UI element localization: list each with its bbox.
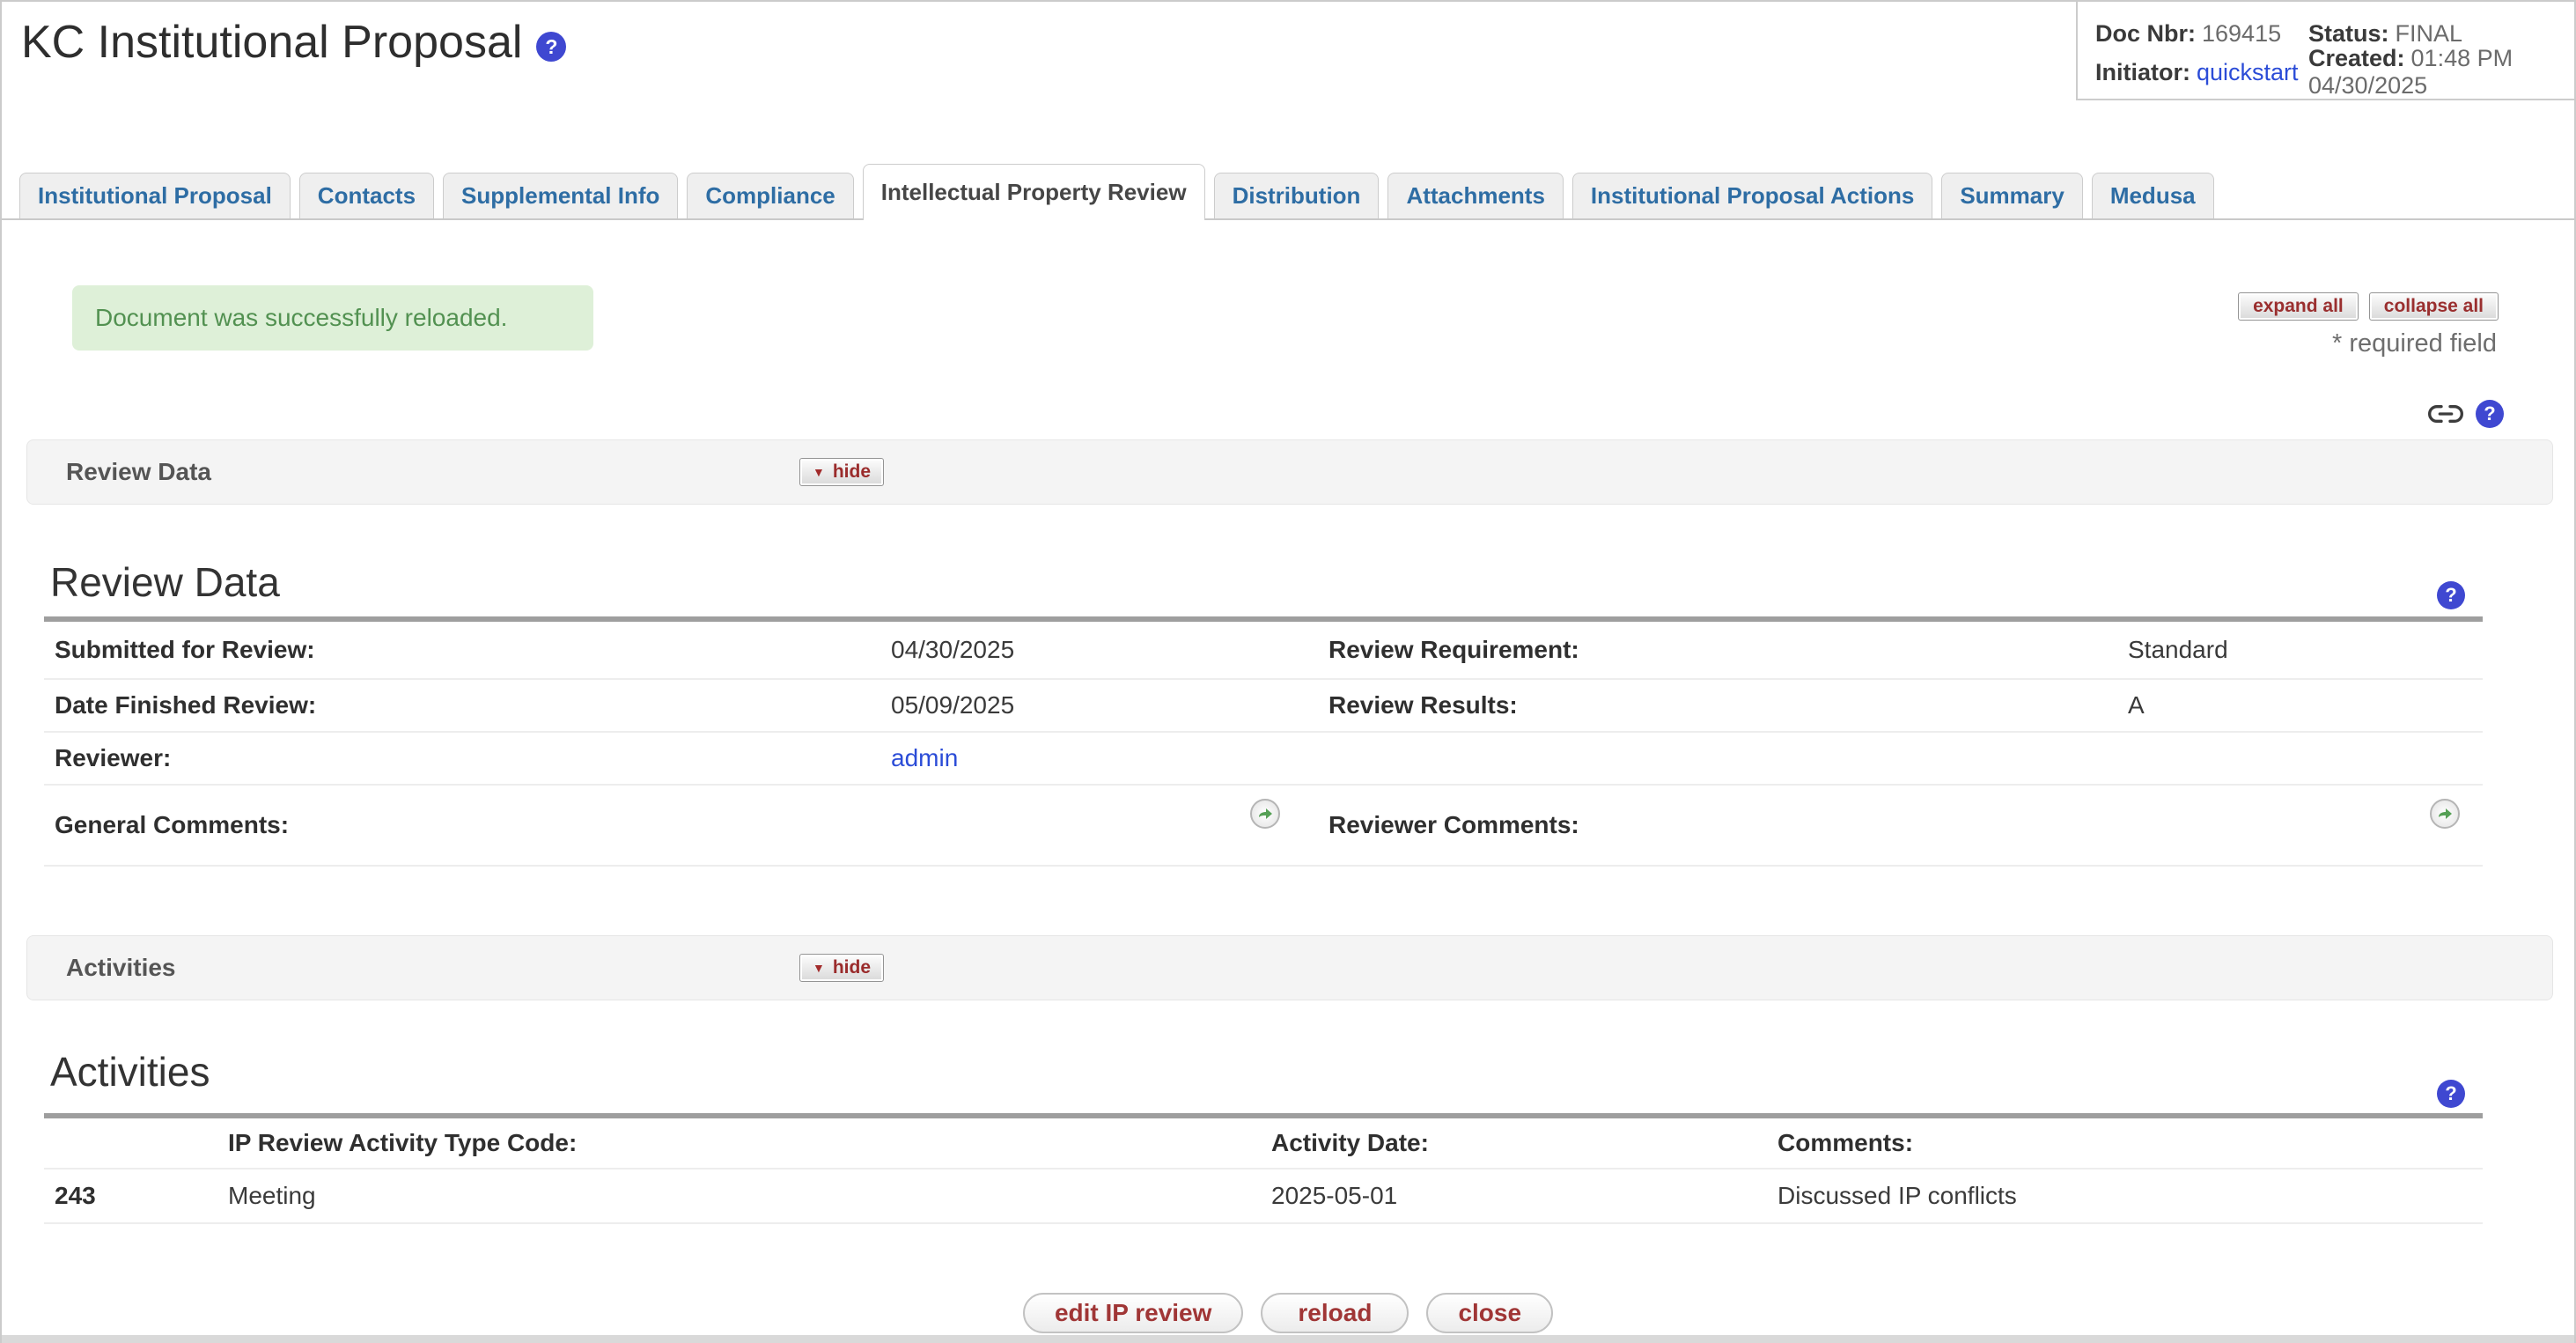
page-title-text: KC Institutional Proposal — [21, 17, 523, 68]
tab-attachments[interactable]: Attachments — [1387, 173, 1564, 218]
expand-all-button[interactable]: expand all — [2238, 292, 2359, 321]
date-finished-review-value: 05/09/2025 — [891, 691, 1015, 719]
footer-buttons: edit IP review reload close — [2, 1293, 2574, 1333]
review-data-hide-button[interactable]: ▼ hide — [799, 458, 885, 486]
hide-label: hide — [832, 461, 872, 482]
page-title-help-icon[interactable]: ? — [536, 32, 567, 62]
activities-help-icon[interactable]: ? — [2437, 1080, 2465, 1108]
initiator-label: Initiator: — [2095, 58, 2190, 85]
page-help-icon[interactable]: ? — [2476, 400, 2504, 428]
reviewer-comments-label: Reviewer Comments: — [1328, 811, 1579, 838]
status-label: Status: — [2308, 19, 2389, 47]
created-value: 01:48 PM 04/30/2025 — [2308, 45, 2513, 99]
tab-bar: Institutional Proposal Contacts Suppleme… — [2, 164, 2574, 220]
tab-institutional-proposal-actions[interactable]: Institutional Proposal Actions — [1571, 173, 1933, 218]
activity-type-code-header: IP Review Activity Type Code: — [228, 1129, 578, 1156]
review-results-label: Review Results: — [1328, 691, 1518, 719]
general-comments-cell: General Comments: — [44, 786, 1318, 865]
review-data-help-icon[interactable]: ? — [2437, 581, 2465, 609]
activity-type-code-value: Meeting — [228, 1182, 316, 1209]
doc-nbr-value: 169415 — [2202, 19, 2282, 47]
initiator-link[interactable]: quickstart — [2197, 58, 2299, 85]
activities-title: Activities — [50, 1049, 210, 1095]
submitted-for-review-label: Submitted for Review: — [55, 636, 315, 663]
doc-nbr-field: Doc Nbr: 169415 — [2095, 20, 2308, 48]
reviewer-link[interactable]: admin — [891, 744, 959, 771]
activity-row: 243 Meeting 2025-05-01 Discussed IP conf… — [44, 1170, 2483, 1224]
field-row: Reviewer: admin — [44, 733, 2483, 786]
reviewer-comments-cell: Reviewer Comments: — [1318, 786, 2483, 865]
tab-intellectual-property-review[interactable]: Intellectual Property Review — [862, 164, 1205, 220]
collapse-all-button[interactable]: collapse all — [2368, 292, 2499, 321]
review-requirement-label: Review Requirement: — [1328, 636, 1579, 663]
comments-row: General Comments: Reviewer Comments: — [44, 786, 2483, 867]
tab-institutional-proposal[interactable]: Institutional Proposal — [19, 173, 291, 218]
general-comments-label: General Comments: — [55, 811, 290, 838]
activity-row-id: 243 — [55, 1182, 96, 1209]
page-title: KC Institutional Proposal ? — [21, 16, 567, 69]
general-comments-expand-icon[interactable] — [1250, 799, 1280, 829]
review-data-title: Review Data — [50, 559, 280, 605]
activities-divider — [44, 1113, 2483, 1118]
close-button[interactable]: close — [1426, 1293, 1554, 1333]
tab-summary[interactable]: Summary — [1941, 173, 2083, 218]
activity-date-value: 2025-05-01 — [1271, 1182, 1398, 1209]
reload-button[interactable]: reload — [1261, 1293, 1409, 1333]
activity-date-header: Activity Date: — [1271, 1129, 1429, 1156]
review-results-value: A — [2128, 691, 2145, 719]
created-label: Created: — [2308, 45, 2405, 71]
date-finished-review-label: Date Finished Review: — [55, 691, 317, 719]
activity-comments-value: Discussed IP conflicts — [1777, 1182, 2017, 1209]
caret-down-icon: ▼ — [813, 465, 825, 479]
activities-bar: Activities ▼ hide — [26, 935, 2553, 1000]
comments-header: Comments: — [1777, 1129, 1914, 1156]
status-value: FINAL — [2395, 19, 2463, 47]
review-data-divider — [44, 616, 2483, 622]
field-row: Submitted for Review: 04/30/2025 Review … — [44, 622, 2483, 680]
tab-medusa[interactable]: Medusa — [2091, 173, 2214, 218]
hide-label: hide — [832, 957, 872, 978]
review-data-bar-title: Review Data — [66, 458, 211, 485]
footer-strip — [2, 1335, 2574, 1343]
status-field: Status: FINAL — [2308, 20, 2560, 48]
activities-bar-title: Activities — [66, 954, 176, 981]
review-requirement-value: Standard — [2128, 636, 2228, 663]
page-icons: ? — [2428, 400, 2504, 428]
tab-distribution[interactable]: Distribution — [1213, 173, 1380, 218]
activities-table: IP Review Activity Type Code: Activity D… — [44, 1118, 2483, 1224]
direct-link-icon[interactable] — [2428, 401, 2463, 427]
document-info-panel: Doc Nbr: 169415 Status: FINAL Initiator: qu… — [2076, 2, 2574, 100]
initiator-field: Initiator: quickstart — [2095, 59, 2308, 86]
submitted-for-review-value: 04/30/2025 — [891, 636, 1015, 663]
tab-compliance[interactable]: Compliance — [687, 173, 854, 218]
doc-nbr-label: Doc Nbr: — [2095, 19, 2196, 47]
review-data-bar: Review Data ▼ hide — [26, 439, 2553, 505]
edit-ip-review-button[interactable]: edit IP review — [1022, 1293, 1244, 1333]
reviewer-label: Reviewer: — [55, 744, 172, 771]
tab-contacts[interactable]: Contacts — [298, 173, 435, 218]
reviewer-comments-expand-icon[interactable] — [2430, 799, 2460, 829]
caret-down-icon: ▼ — [813, 961, 825, 975]
activities-hide-button[interactable]: ▼ hide — [799, 954, 885, 982]
expand-collapse-buttons: expand all collapse all — [2238, 292, 2499, 321]
created-field: Created: 01:48 PM 04/30/2025 — [2308, 45, 2560, 100]
required-field-note: * required field — [2332, 329, 2497, 358]
success-message: Document was successfully reloaded. — [72, 285, 593, 351]
review-data-fields: Submitted for Review: 04/30/2025 Review … — [44, 622, 2483, 867]
field-row: Date Finished Review: 05/09/2025 Review … — [44, 680, 2483, 733]
activities-header-row: IP Review Activity Type Code: Activity D… — [44, 1118, 2483, 1170]
tab-supplemental-info[interactable]: Supplemental Info — [443, 173, 679, 218]
